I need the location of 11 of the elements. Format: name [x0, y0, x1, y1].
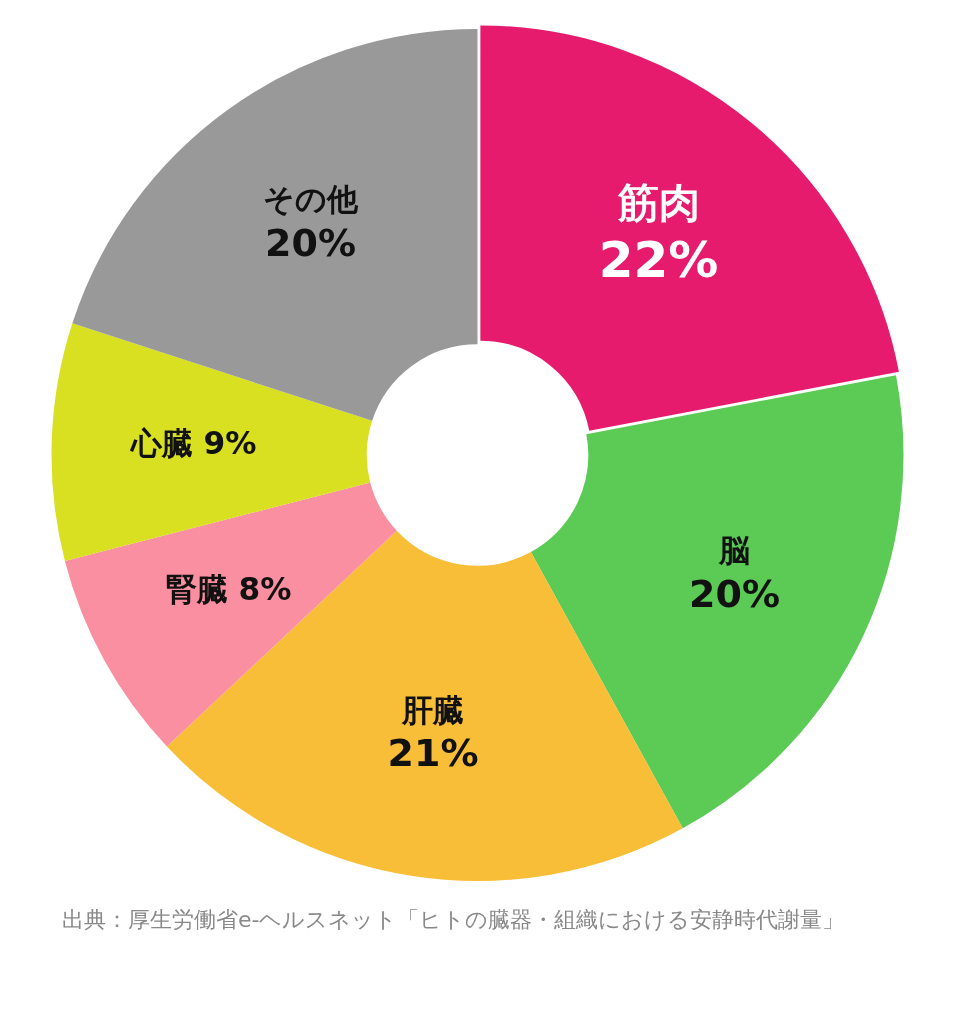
data-label: 21%: [387, 731, 479, 776]
slice-label: 筋肉: [616, 178, 700, 227]
data-label: 20%: [689, 571, 781, 616]
slice-label: 肝臓: [401, 691, 465, 728]
source-note: 出典：厚生労働省e-ヘルスネット「ヒトの臓器・組織における安静時代謝量」: [62, 906, 846, 934]
data-label: 22%: [598, 230, 719, 289]
slice-label: 腎臓 8%: [165, 570, 292, 607]
slice-label: 心臓 9%: [128, 425, 257, 462]
slice-label: 脳: [718, 532, 751, 569]
slice-label: その他: [262, 181, 359, 218]
data-label: 20%: [265, 220, 356, 265]
